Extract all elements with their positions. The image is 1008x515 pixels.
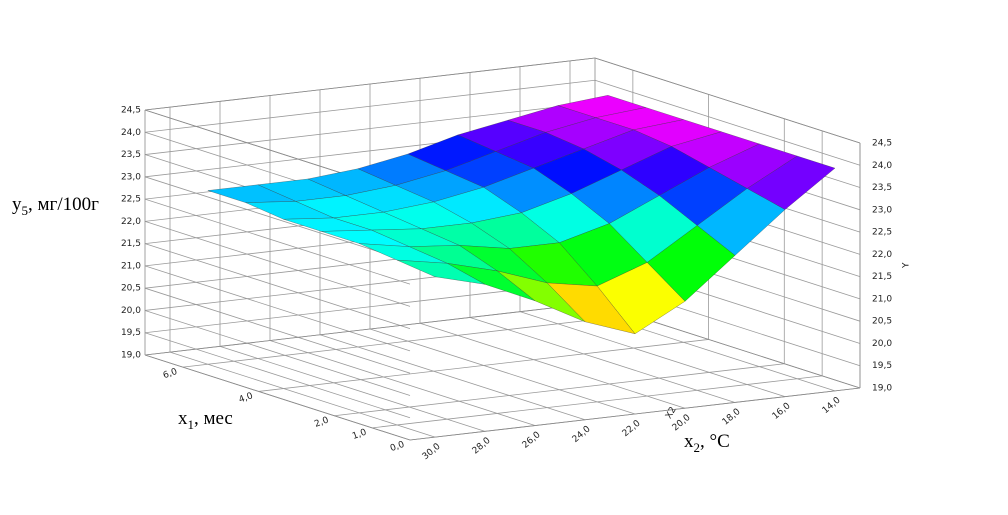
grid-line bbox=[144, 243, 411, 330]
box-edge bbox=[144, 354, 411, 441]
z-axis-name: Y bbox=[902, 262, 912, 269]
z-tick-label: 24,0 bbox=[872, 161, 892, 171]
x1-axis-title: x1, мес bbox=[178, 408, 233, 432]
z-tick-label: 23,5 bbox=[872, 183, 892, 193]
grid-line bbox=[144, 332, 411, 419]
z-tick-label: 21,5 bbox=[121, 239, 141, 249]
x1-tick-label: 1,0 bbox=[351, 428, 368, 442]
grid-line bbox=[219, 345, 486, 432]
box-edge bbox=[594, 57, 861, 144]
x1-tick-label: 6,0 bbox=[162, 367, 179, 381]
x2-tick-label: 16,0 bbox=[771, 401, 793, 422]
z-tick-label: 21,0 bbox=[872, 294, 892, 304]
z-tick-label: 23,0 bbox=[872, 205, 892, 215]
z-tick-label: 19,5 bbox=[872, 361, 892, 371]
grid-line bbox=[169, 351, 436, 438]
x1-tick-label: 4,0 bbox=[238, 391, 255, 405]
z-title-base: y bbox=[12, 194, 22, 215]
x2-tick-label: 28,0 bbox=[471, 436, 493, 457]
surface-cell bbox=[397, 259, 486, 285]
x2-title-base: x bbox=[684, 431, 694, 452]
grid-line bbox=[469, 317, 736, 403]
x2-title-rest: , °C bbox=[700, 431, 730, 452]
z-tick-label: 23,5 bbox=[121, 150, 141, 160]
z-tick-label: 19,0 bbox=[121, 351, 141, 361]
z-tick-label: 22,5 bbox=[121, 195, 141, 205]
x2-tick-label: 30,0 bbox=[421, 441, 443, 462]
z-tick-label: 19,5 bbox=[121, 328, 141, 338]
x1-tick-label: 0,0 bbox=[389, 440, 406, 454]
z-tick-label: 22,5 bbox=[872, 228, 892, 238]
z-tick-label: 20,5 bbox=[121, 284, 141, 294]
grid-line bbox=[144, 220, 411, 307]
z-tick-label: 22,0 bbox=[872, 250, 892, 260]
grid-line bbox=[144, 310, 411, 396]
z-tick-label: 24,5 bbox=[121, 106, 141, 116]
x1-title-rest: , мес bbox=[194, 408, 233, 429]
grid-line bbox=[269, 340, 536, 426]
x2-tick-label: 26,0 bbox=[521, 430, 543, 451]
grid-line bbox=[319, 334, 586, 421]
z-tick-label: 24,5 bbox=[872, 139, 892, 149]
z-tick-label: 21,0 bbox=[121, 261, 141, 271]
x1-title-sub: 1 bbox=[188, 417, 195, 432]
x2-tick-label: 22,0 bbox=[621, 418, 643, 439]
x2-title-sub: 2 bbox=[694, 440, 701, 455]
z-tick-label: 20,0 bbox=[872, 339, 892, 349]
z-tick-label: 20,5 bbox=[872, 317, 892, 327]
box-edge bbox=[144, 57, 596, 111]
box-edge bbox=[409, 387, 861, 441]
z-tick-label: 19,0 bbox=[872, 384, 892, 394]
x2-axis-name: X2 bbox=[664, 405, 679, 420]
x2-tick-label: 14,0 bbox=[821, 395, 843, 416]
grid-line bbox=[144, 176, 411, 263]
grid-line bbox=[144, 287, 411, 374]
grid-line bbox=[369, 328, 636, 415]
grid-line bbox=[419, 322, 686, 409]
grid-line bbox=[519, 311, 786, 398]
grid-line bbox=[144, 198, 411, 285]
x2-tick-label: 24,0 bbox=[571, 424, 593, 445]
z-axis-title: y5, мг/100г bbox=[12, 194, 99, 218]
x1-title-base: x bbox=[178, 408, 188, 429]
z-tick-label: 22,0 bbox=[121, 217, 141, 227]
z-title-sub: 5 bbox=[22, 203, 29, 218]
grid-line bbox=[594, 79, 861, 166]
x1-tick-label: 2,0 bbox=[313, 415, 330, 429]
x2-tick-label: 18,0 bbox=[721, 407, 743, 428]
z-tick-label: 24,0 bbox=[121, 128, 141, 138]
z-title-rest: , мг/100г bbox=[28, 194, 99, 215]
z-tick-label: 23,0 bbox=[121, 172, 141, 182]
x2-axis-title: x2, °C bbox=[684, 431, 730, 455]
z-tick-label: 20,0 bbox=[121, 306, 141, 316]
box-edge bbox=[144, 302, 596, 356]
plot: 19,019,019,519,520,020,020,520,521,021,0… bbox=[121, 57, 892, 462]
z-tick-label: 21,5 bbox=[872, 272, 892, 282]
grid-line bbox=[144, 265, 411, 352]
